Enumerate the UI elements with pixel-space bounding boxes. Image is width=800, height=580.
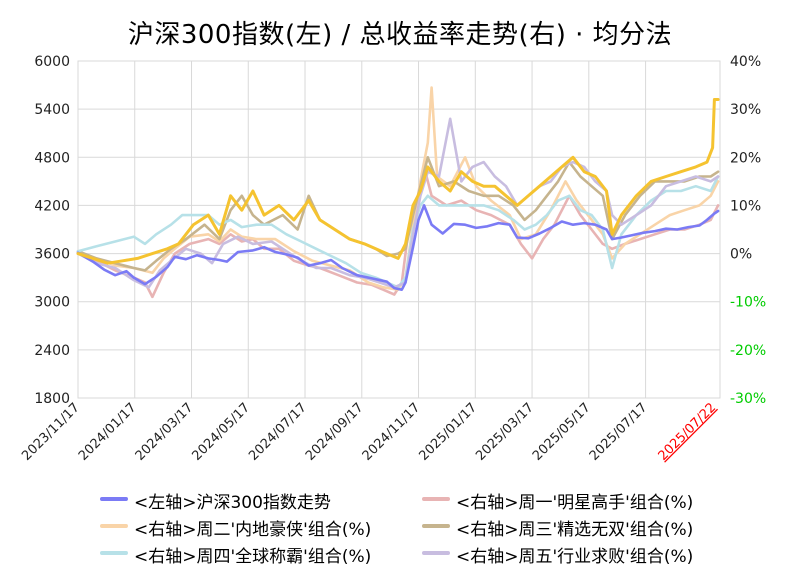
legend-swatch-wednesday bbox=[422, 524, 450, 528]
x-tick-label: 2024/07/17 bbox=[246, 400, 310, 464]
chart-title: 沪深300指数(左) / 总收益率走势(右) · 均分法 bbox=[127, 20, 673, 50]
y-right-tick-label: 0% bbox=[730, 247, 752, 263]
y-left-tick-label: 3600 bbox=[34, 247, 70, 263]
legend-swatch-monday bbox=[422, 497, 450, 501]
x-tick-label: 2024/01/17 bbox=[76, 400, 140, 464]
x-tick-label: 2025/03/17 bbox=[473, 400, 537, 464]
y-right-tick-label: 30% bbox=[730, 102, 761, 118]
series-layer bbox=[76, 86, 720, 299]
y-left-tick-label: 6000 bbox=[34, 54, 70, 70]
legend-swatch-friday bbox=[422, 551, 450, 555]
x-tick-label: 2024/05/17 bbox=[190, 400, 254, 464]
y-left-tick-label: 1800 bbox=[34, 391, 70, 407]
series-line-4 bbox=[76, 175, 720, 289]
legend-label-monday: <右轴>周一'明星高手'组合(%) bbox=[456, 493, 694, 513]
y-left-tick-label: 3000 bbox=[34, 295, 70, 311]
x-tick-label: 2023/11/17 bbox=[19, 400, 83, 464]
y-right-tick-label: 20% bbox=[730, 150, 761, 166]
legend-label-friday: <右轴>周五'行业求败'组合(%) bbox=[456, 547, 694, 567]
legend-label-tuesday: <右轴>周二'内地豪侠'组合(%) bbox=[134, 520, 372, 540]
y-left-tick-label: 4800 bbox=[34, 150, 70, 166]
legend-swatch-hs300 bbox=[100, 497, 128, 501]
y-right-tick-label: 40% bbox=[730, 54, 761, 70]
y-right-tick-label: 10% bbox=[730, 198, 761, 214]
x-tick-label: 2025/07/22 bbox=[656, 400, 720, 464]
series-line-0 bbox=[76, 204, 720, 292]
series-line-6 bbox=[76, 98, 720, 265]
series-line-5 bbox=[76, 117, 720, 289]
legend-label-hs300: <左轴>沪深300指数走势 bbox=[134, 493, 331, 513]
x-tick-label: 2025/07/17 bbox=[587, 400, 651, 464]
legend-label-wednesday: <右轴>周三'精选无双'组合(%) bbox=[456, 520, 694, 540]
series-line-3 bbox=[76, 156, 720, 272]
y-left-tick-label: 5400 bbox=[34, 102, 70, 118]
y-right-tick-label: -30% bbox=[730, 391, 766, 407]
x-tick-label: 2025/05/17 bbox=[530, 400, 594, 464]
x-tick-label: 2024/03/17 bbox=[133, 400, 197, 464]
y-right-tick-label: -10% bbox=[730, 295, 766, 311]
y-left-tick-label: 4200 bbox=[34, 198, 70, 214]
legend-swatch-tuesday bbox=[100, 524, 128, 528]
x-tick-label: 2024/09/17 bbox=[303, 400, 367, 464]
x-tick-label: 2025/01/17 bbox=[417, 400, 481, 464]
legend-swatch-thursday bbox=[100, 551, 128, 555]
y-right-tick-label: -20% bbox=[730, 343, 766, 359]
x-tick-label: 2024/11/17 bbox=[360, 400, 424, 464]
legend-label-thursday: <右轴>周四'全球称霸'组合(%) bbox=[134, 547, 372, 567]
y-left-tick-label: 2400 bbox=[34, 343, 70, 359]
